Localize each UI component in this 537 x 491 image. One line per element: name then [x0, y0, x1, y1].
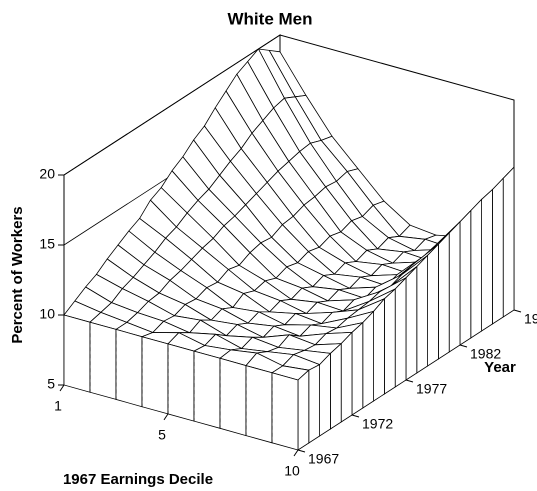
- front-panel: [63, 314, 91, 393]
- y-tick: [513, 309, 522, 313]
- z-tick-label: 10: [39, 306, 55, 322]
- x-axis-title: 1967 Earnings Decile: [63, 471, 213, 488]
- x-tick-label: 5: [158, 427, 166, 443]
- grid-line: [63, 34, 281, 176]
- front-panel: [89, 321, 117, 400]
- y-tick: [351, 414, 360, 418]
- side-panel: [362, 310, 375, 409]
- side-panel: [308, 363, 321, 444]
- x-tick-label: 10: [284, 463, 300, 479]
- x-tick: [163, 413, 169, 421]
- chart-title: White Men: [228, 9, 313, 28]
- y-tick-label: 1982: [470, 346, 501, 362]
- side-panel: [448, 220, 461, 353]
- side-panel: [297, 369, 310, 451]
- side-panel: [481, 188, 493, 332]
- front-panel: [219, 357, 247, 437]
- x-tick: [293, 449, 299, 457]
- x-tick: [59, 384, 65, 392]
- x-tick-label: 1: [54, 398, 62, 414]
- y-axis-title: Year: [484, 359, 516, 376]
- front-panel: [271, 372, 299, 451]
- z-tick-label: 20: [39, 166, 55, 182]
- side-panel: [405, 265, 418, 381]
- side-panel: [427, 243, 439, 367]
- z-tick-label: 5: [47, 376, 55, 392]
- side-panel: [329, 342, 342, 430]
- side-panel: [373, 297, 385, 402]
- side-panel: [351, 321, 364, 416]
- front-panel: [193, 350, 221, 429]
- y-tick-label: 1977: [416, 381, 447, 397]
- y-tick: [405, 379, 414, 383]
- side-panel: [459, 209, 472, 346]
- y-tick: [459, 344, 468, 348]
- side-panel: [502, 166, 515, 318]
- side-panel: [437, 232, 450, 360]
- y-tick-label: 1972: [362, 416, 393, 432]
- side-panel: [491, 177, 504, 325]
- y-tick-label: 1987: [524, 311, 537, 327]
- side-panel: [394, 276, 407, 388]
- side-panel: [340, 331, 353, 423]
- side-panel: [383, 288, 396, 395]
- plot: 5101520151019671972197719821987: [39, 34, 537, 479]
- front-panel: [245, 365, 273, 444]
- y-tick-label: 1967: [308, 451, 339, 467]
- z-tick-label: 15: [39, 236, 55, 252]
- front-panel: [115, 328, 143, 408]
- z-axis-title: Percent of Workers: [9, 206, 26, 343]
- y-tick: [297, 449, 306, 453]
- side-panel: [470, 198, 483, 339]
- side-panel: [416, 254, 429, 374]
- front-panel: [141, 336, 169, 415]
- front-panel: [167, 343, 195, 422]
- side-panel: [319, 352, 331, 437]
